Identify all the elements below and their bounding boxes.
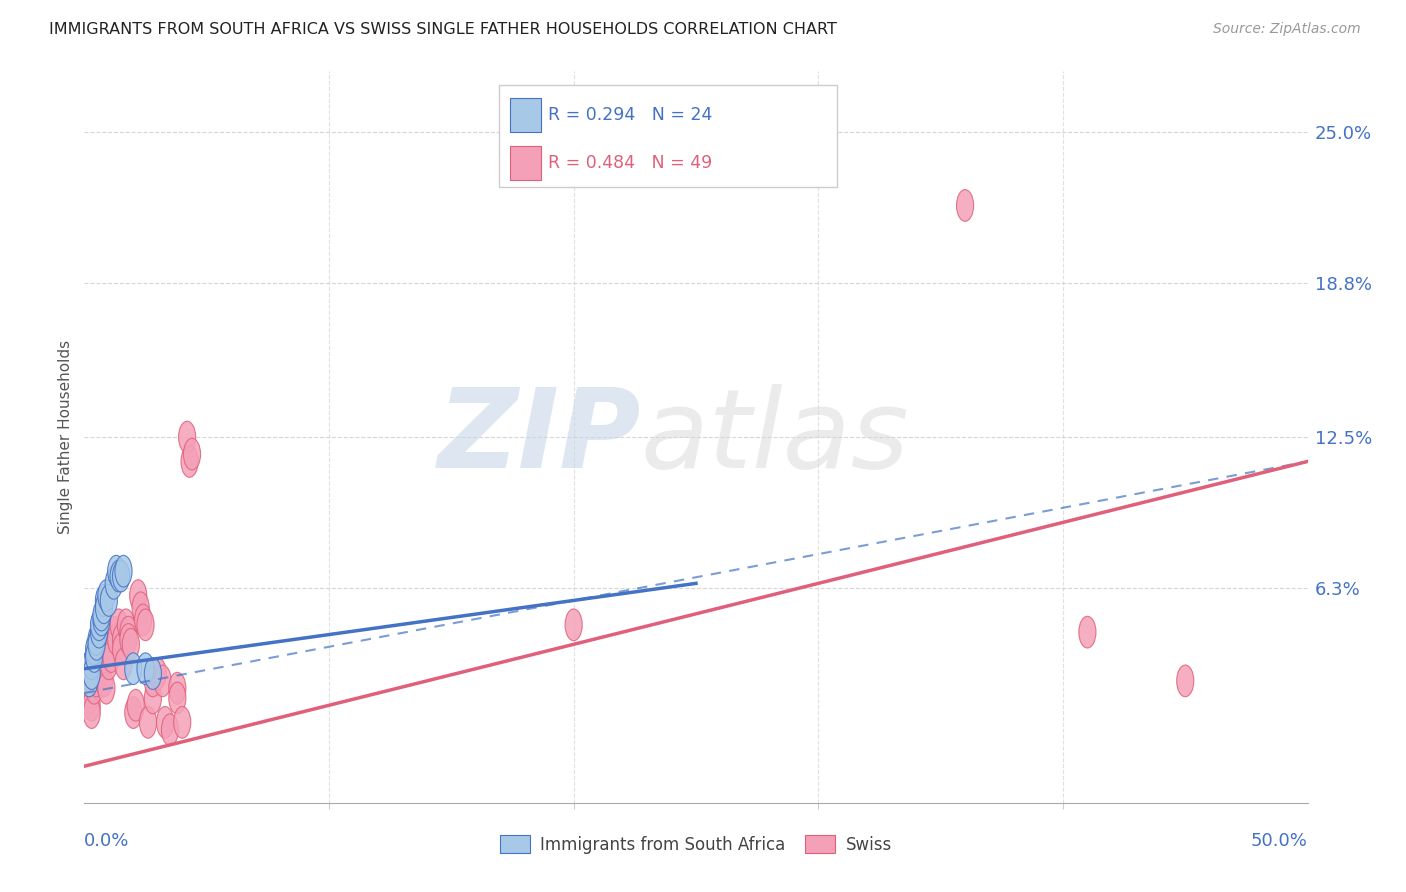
Ellipse shape <box>122 629 139 660</box>
Ellipse shape <box>96 665 112 697</box>
Ellipse shape <box>83 657 100 690</box>
Ellipse shape <box>80 665 98 697</box>
Ellipse shape <box>93 599 110 631</box>
Ellipse shape <box>132 592 149 624</box>
Ellipse shape <box>183 438 201 470</box>
Ellipse shape <box>149 657 166 690</box>
Ellipse shape <box>100 648 117 680</box>
Ellipse shape <box>136 609 155 640</box>
Ellipse shape <box>108 624 125 656</box>
Text: ZIP: ZIP <box>437 384 641 491</box>
Ellipse shape <box>83 690 100 721</box>
Ellipse shape <box>90 648 108 680</box>
Ellipse shape <box>90 609 108 640</box>
Ellipse shape <box>145 657 162 690</box>
Ellipse shape <box>80 682 98 714</box>
Ellipse shape <box>1078 616 1095 648</box>
Ellipse shape <box>86 665 103 697</box>
Ellipse shape <box>79 677 96 709</box>
Ellipse shape <box>136 653 155 684</box>
Ellipse shape <box>89 624 105 656</box>
Ellipse shape <box>956 190 973 221</box>
Ellipse shape <box>103 640 120 673</box>
Ellipse shape <box>115 648 132 680</box>
Ellipse shape <box>565 609 582 640</box>
Ellipse shape <box>174 706 191 739</box>
Ellipse shape <box>96 592 112 624</box>
Ellipse shape <box>117 609 135 640</box>
Ellipse shape <box>100 584 117 616</box>
Ellipse shape <box>155 665 172 697</box>
Ellipse shape <box>125 697 142 729</box>
Ellipse shape <box>112 624 129 656</box>
Ellipse shape <box>139 706 156 739</box>
Ellipse shape <box>93 653 110 684</box>
Ellipse shape <box>86 633 103 665</box>
Y-axis label: Single Father Households: Single Father Households <box>58 340 73 534</box>
Ellipse shape <box>120 616 136 648</box>
Ellipse shape <box>179 421 195 453</box>
Ellipse shape <box>100 633 117 665</box>
Ellipse shape <box>145 665 162 697</box>
Text: R = 0.294   N = 24: R = 0.294 N = 24 <box>548 105 713 124</box>
Ellipse shape <box>145 682 162 714</box>
Ellipse shape <box>1177 665 1194 697</box>
Ellipse shape <box>105 567 122 599</box>
Ellipse shape <box>156 706 174 739</box>
Ellipse shape <box>96 584 112 616</box>
Ellipse shape <box>86 673 103 704</box>
Text: 0.0%: 0.0% <box>84 832 129 850</box>
Ellipse shape <box>169 673 186 704</box>
Text: atlas: atlas <box>641 384 910 491</box>
Ellipse shape <box>115 556 132 587</box>
Ellipse shape <box>127 690 145 721</box>
Ellipse shape <box>83 697 100 729</box>
Ellipse shape <box>89 657 105 690</box>
Ellipse shape <box>112 560 129 592</box>
Ellipse shape <box>90 657 108 690</box>
Ellipse shape <box>129 580 146 611</box>
Text: IMMIGRANTS FROM SOUTH AFRICA VS SWISS SINGLE FATHER HOUSEHOLDS CORRELATION CHART: IMMIGRANTS FROM SOUTH AFRICA VS SWISS SI… <box>49 22 837 37</box>
Ellipse shape <box>110 609 127 640</box>
Ellipse shape <box>181 446 198 477</box>
Ellipse shape <box>89 629 105 660</box>
Ellipse shape <box>108 556 125 587</box>
Text: R = 0.484   N = 49: R = 0.484 N = 49 <box>548 154 713 172</box>
Ellipse shape <box>90 616 108 648</box>
Ellipse shape <box>162 714 179 746</box>
Ellipse shape <box>79 653 96 684</box>
Ellipse shape <box>125 653 142 684</box>
Text: Source: ZipAtlas.com: Source: ZipAtlas.com <box>1213 22 1361 37</box>
Ellipse shape <box>112 633 129 665</box>
Ellipse shape <box>135 604 152 636</box>
Ellipse shape <box>98 580 115 611</box>
Ellipse shape <box>105 616 122 648</box>
Ellipse shape <box>86 640 103 673</box>
Legend: Immigrants from South Africa, Swiss: Immigrants from South Africa, Swiss <box>494 829 898 860</box>
Ellipse shape <box>110 560 127 592</box>
Ellipse shape <box>89 665 105 697</box>
Ellipse shape <box>83 648 100 680</box>
Ellipse shape <box>93 604 110 636</box>
Text: 50.0%: 50.0% <box>1251 832 1308 850</box>
Ellipse shape <box>120 624 136 656</box>
Ellipse shape <box>98 673 115 704</box>
Ellipse shape <box>169 682 186 714</box>
